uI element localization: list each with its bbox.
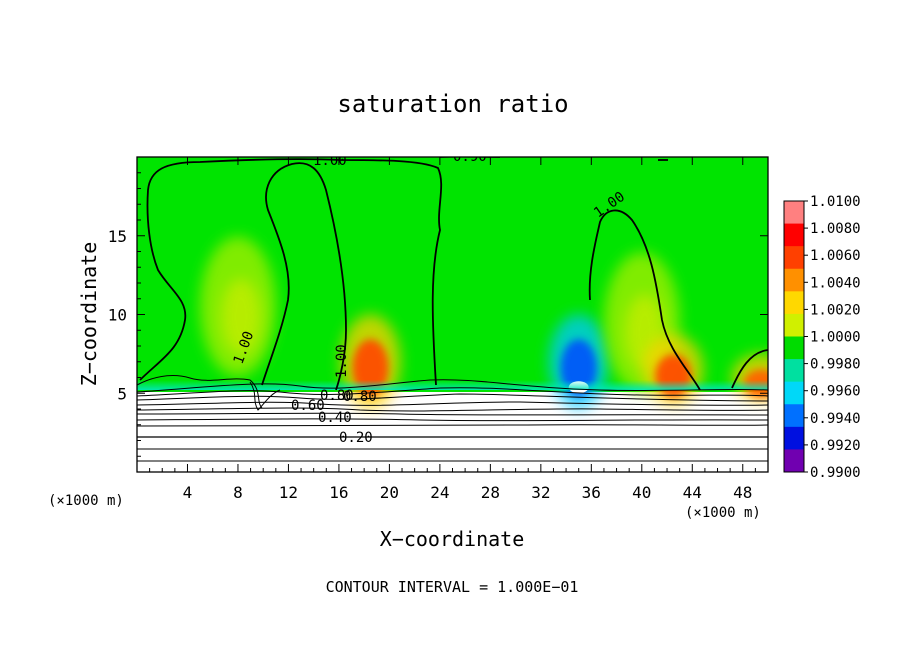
- y-tick-label: 15: [108, 227, 127, 246]
- colorbar-cell: [784, 201, 804, 225]
- plume-core: [220, 278, 261, 355]
- contour-label: 0.90: [453, 149, 487, 165]
- chart-title: saturation ratio: [337, 90, 568, 118]
- colorbar-label: 0.9940: [810, 411, 861, 427]
- colorbar-label: 1.0000: [810, 330, 861, 346]
- contour-label: 0.20: [339, 430, 373, 446]
- stable-layer: [137, 392, 768, 472]
- colorbar-cell: [784, 268, 804, 292]
- colorbar-label: 1.0020: [810, 302, 861, 318]
- x-unit-right: (×1000 m): [685, 505, 761, 521]
- x-tick-label: 24: [430, 483, 449, 502]
- colorbar-cell: [784, 246, 804, 270]
- x-tick-label: 20: [380, 483, 399, 502]
- colorbar-label: 1.0060: [810, 248, 861, 264]
- colorbar-cell: [784, 359, 804, 383]
- contour-lines-stable: [137, 375, 768, 462]
- colorbar-cell: [784, 404, 804, 428]
- colorbar-cell: [784, 291, 804, 315]
- colorbar: 1.0100 1.0080 1.0060 1.0040 1.0020 1.0000 0.99…: [783, 194, 861, 481]
- contour-lines-unity: [139, 157, 768, 391]
- contour-label: 0.80: [320, 388, 354, 404]
- colorbar-label: 0.9920: [810, 438, 861, 454]
- plot-area: 1.00 1.00 1.00 1.00 0.80 0.60 0.80 0.40 …: [137, 149, 768, 472]
- x-axis-label: X−coordinate: [380, 527, 525, 551]
- x-tick-label: 28: [481, 483, 500, 502]
- colorbar-label: 0.9960: [810, 384, 861, 400]
- x-tick-label: 48: [733, 483, 752, 502]
- x-tick-label: 36: [582, 483, 601, 502]
- contour-label: 1.00: [334, 344, 350, 378]
- x-tick-label: 40: [632, 483, 651, 502]
- x-tick-label: 4: [183, 483, 193, 502]
- x-axis: 4 8 12 16 20 24 28 32 36 40 44 48: [149, 157, 756, 502]
- contour-label: 1.00: [313, 153, 347, 169]
- colorbar-label: 0.9980: [810, 357, 861, 373]
- x-tick-label: 44: [683, 483, 702, 502]
- y-axis: 5 10 15: [108, 172, 768, 457]
- cloud-base-edge: [137, 380, 768, 390]
- contour-interval-note: CONTOUR INTERVAL = 1.000E−01: [326, 578, 579, 596]
- x-tick-label: 16: [329, 483, 348, 502]
- y-tick-label: 10: [108, 306, 127, 325]
- contour-label: 0.40: [318, 410, 352, 426]
- contour-label: 0.80: [343, 389, 377, 405]
- x-tick-label: 8: [233, 483, 243, 502]
- colorbar-label: 1.0040: [810, 275, 861, 291]
- colorbar-cell: [784, 336, 804, 360]
- y-axis-label: Z−coordinate: [77, 242, 101, 387]
- colorbar-cell: [784, 426, 804, 450]
- x-tick-label: 12: [279, 483, 298, 502]
- colorbar-cell: [784, 313, 804, 337]
- colorbar-label: 0.9900: [810, 465, 861, 481]
- colorbar-label: 1.0080: [810, 221, 861, 237]
- contour-label: 0.60: [291, 398, 325, 414]
- colorbar-cell: [784, 223, 804, 247]
- colorbar-cell: [784, 449, 804, 473]
- colorbar-label: 1.0100: [810, 194, 861, 210]
- colorbar-cell: [784, 381, 804, 405]
- y-tick-label: 5: [117, 384, 127, 403]
- x-unit-left: (×1000 m): [48, 493, 124, 509]
- x-tick-label: 32: [531, 483, 550, 502]
